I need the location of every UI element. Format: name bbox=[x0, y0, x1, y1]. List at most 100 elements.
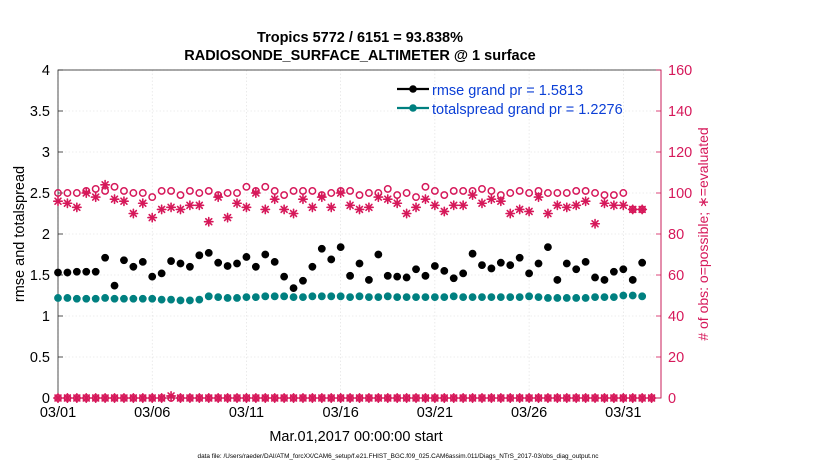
evaluated-point bbox=[184, 200, 195, 211]
evaluated-point bbox=[137, 198, 148, 209]
possible-point bbox=[299, 187, 307, 195]
evaluated_zero-point bbox=[156, 392, 167, 404]
spread-point bbox=[167, 295, 175, 304]
x-tick-label: 03/06 bbox=[134, 405, 170, 421]
legend-spread-label: totalspread grand pr = 1.2276 bbox=[432, 102, 623, 118]
rmse-point bbox=[487, 264, 496, 273]
evaluated-point bbox=[222, 212, 233, 223]
evaluated_zero-point bbox=[571, 392, 582, 404]
evaluated_zero-point bbox=[411, 392, 422, 404]
possible-point bbox=[176, 191, 185, 200]
spread-point bbox=[374, 293, 383, 302]
evaluated_zero-point bbox=[128, 392, 139, 404]
evaluated-point bbox=[279, 204, 290, 215]
data-file-footnote: data file: /Users/raeder/DAI/ATM_forcXX/… bbox=[198, 453, 600, 460]
evaluated_zero-point bbox=[326, 392, 337, 404]
evaluated_zero-point bbox=[420, 392, 431, 404]
legend-rmse-marker bbox=[409, 85, 417, 93]
rmse-point bbox=[496, 258, 505, 267]
rmse-point bbox=[365, 276, 373, 284]
y-tick-label-right: 20 bbox=[668, 350, 684, 366]
rmse-point bbox=[110, 281, 119, 290]
evaluated_zero-point bbox=[533, 392, 544, 404]
spread-point bbox=[148, 294, 157, 303]
evaluated_zero-point bbox=[467, 392, 478, 404]
possible-point bbox=[364, 189, 373, 197]
spread-point bbox=[365, 293, 373, 302]
possible-point bbox=[233, 189, 241, 197]
evaluated_zero-point bbox=[147, 392, 158, 404]
possible-point bbox=[562, 189, 571, 197]
possible-point bbox=[289, 187, 298, 195]
rmse-point bbox=[63, 268, 72, 277]
possible-point bbox=[63, 189, 72, 197]
evaluated_zero-point bbox=[561, 392, 572, 404]
rmse-point bbox=[270, 257, 279, 266]
rmse-point bbox=[280, 272, 289, 281]
evaluated-point bbox=[608, 200, 619, 211]
evaluated-point bbox=[401, 208, 412, 219]
rmse-point bbox=[440, 266, 449, 275]
possible-point bbox=[383, 184, 392, 193]
evaluated-point bbox=[429, 200, 440, 211]
rmse-point bbox=[233, 259, 241, 268]
y-tick-label-left: 0.5 bbox=[30, 350, 50, 366]
possible-point bbox=[525, 189, 534, 197]
y-tick-label-left: 1.5 bbox=[30, 268, 50, 284]
y-tick-label-right: 100 bbox=[668, 186, 692, 202]
rmse-point bbox=[72, 267, 81, 276]
evaluated_zero-point bbox=[241, 392, 252, 404]
evaluated-point bbox=[166, 202, 177, 213]
evaluated_zero-point bbox=[627, 392, 638, 404]
rmse-point bbox=[308, 262, 317, 271]
spread-point bbox=[261, 292, 270, 301]
rmse-point bbox=[581, 257, 590, 266]
possible-point bbox=[270, 187, 279, 195]
y-tick-label-right: 60 bbox=[668, 268, 684, 284]
y-tick-label-left: 4 bbox=[42, 63, 50, 79]
evaluated-point bbox=[495, 196, 506, 207]
evaluated_zero-point bbox=[580, 392, 591, 404]
rmse-point bbox=[562, 259, 571, 268]
possible-point bbox=[120, 187, 128, 195]
possible-point bbox=[242, 182, 251, 191]
rmse-point bbox=[383, 271, 392, 280]
rmse-point bbox=[195, 251, 204, 260]
spread-point bbox=[214, 293, 223, 302]
rmse-point bbox=[421, 271, 430, 280]
evaluated-point bbox=[373, 192, 384, 203]
spread-point bbox=[280, 292, 289, 301]
spread-point bbox=[562, 294, 571, 302]
y-tick-label-left: 0 bbox=[42, 391, 50, 407]
rmse-point bbox=[478, 261, 486, 270]
data-marks bbox=[52, 179, 657, 404]
spread-point bbox=[515, 293, 524, 302]
evaluated_zero-point bbox=[297, 392, 308, 404]
spread-point bbox=[223, 294, 232, 302]
evaluated-point bbox=[316, 192, 327, 203]
evaluated-point bbox=[335, 188, 346, 198]
spread-point bbox=[289, 293, 298, 302]
evaluated-point bbox=[203, 216, 214, 227]
spread-point bbox=[544, 294, 552, 302]
evaluated_zero-point bbox=[279, 392, 290, 404]
evaluated-point bbox=[486, 194, 497, 205]
spread-point bbox=[393, 293, 402, 302]
spread-point bbox=[459, 293, 468, 302]
spread-point bbox=[496, 293, 505, 302]
evaluated-point bbox=[71, 202, 82, 213]
evaluated_zero-point bbox=[524, 392, 535, 404]
possible-point bbox=[167, 187, 176, 195]
spread-point bbox=[242, 293, 251, 302]
possible-point bbox=[223, 189, 232, 197]
chart-title-line2: RADIOSONDE_SURFACE_ALTIMETER @ 1 surface bbox=[184, 48, 535, 64]
evaluated-point bbox=[175, 204, 186, 215]
evaluated_zero-point bbox=[269, 392, 280, 404]
y-tick-label-right: 160 bbox=[668, 63, 692, 79]
evaluated_zero-point bbox=[175, 392, 186, 404]
evaluated_zero-point bbox=[392, 392, 403, 404]
evaluated-point bbox=[128, 208, 139, 219]
spread-point bbox=[609, 293, 618, 302]
evaluated-point bbox=[147, 212, 158, 223]
spread-point bbox=[308, 292, 317, 301]
